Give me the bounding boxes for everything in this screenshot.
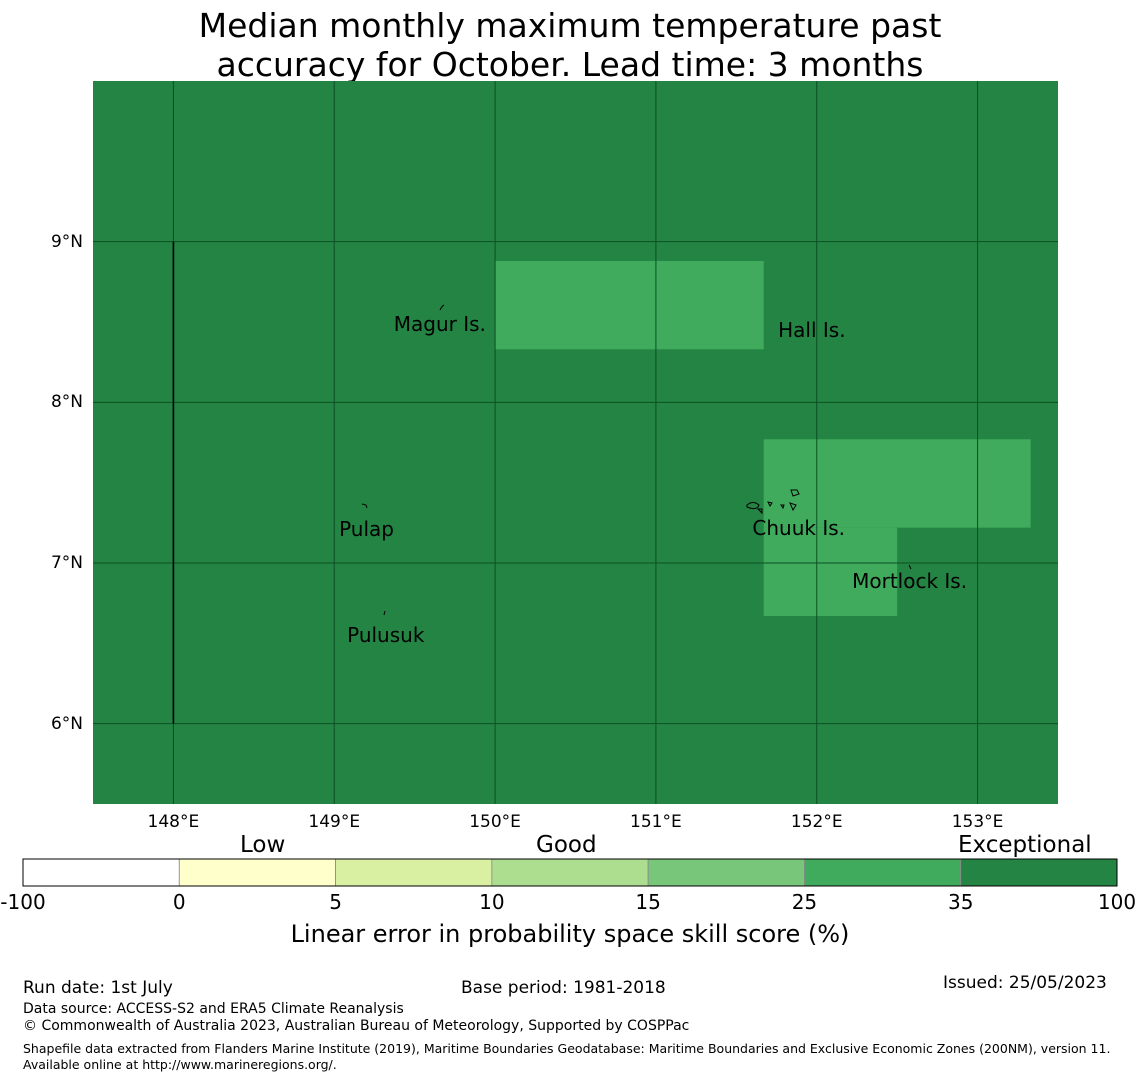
colorbar-segment (804, 858, 962, 887)
place-label: Chuuk Is. (752, 515, 846, 540)
colorbar-segment (491, 858, 649, 887)
legend-category-exceptional: Exceptional (958, 832, 1092, 858)
run-date: Run date: 1st July (23, 978, 173, 998)
lon-tick-label: 152°E (790, 812, 843, 832)
lon-tick-label: 149°E (308, 812, 361, 832)
colorbar-tick: 5 (329, 890, 342, 914)
colorbar-title: Linear error in probability space skill … (290, 920, 850, 948)
colorbar-segment (960, 858, 1118, 887)
lat-tick-label: 7°N (50, 553, 83, 573)
skill-patch-1 (495, 260, 764, 350)
lat-tick-label: 8°N (50, 392, 83, 413)
lat-tick-label: 9°N (50, 231, 83, 252)
colorbar-tick: 100 (1097, 890, 1137, 914)
place-label: Magur Is. (393, 311, 486, 336)
colorbar-tick: 25 (791, 890, 818, 914)
colorbar-segment (22, 858, 180, 887)
colorbar-tick: -100 (0, 890, 46, 914)
title-line-1: Median monthly maximum temperature past (198, 6, 942, 45)
lat-tick-label: 6°N (50, 713, 83, 734)
data-source: Data source: ACCESS-S2 and ERA5 Climate … (23, 1001, 404, 1017)
island-outline-mortlock (908, 564, 912, 570)
island-outline-magur (439, 304, 445, 311)
colorbar-tick: 0 (172, 890, 186, 914)
skill-patch-2 (763, 439, 1031, 528)
skill-patch-3 (763, 527, 898, 617)
island-outline-pulusuk (383, 610, 386, 616)
island-outline-pulap (361, 503, 368, 509)
island-outline-chuuk-6 (756, 508, 763, 515)
island-outline-chuuk-1 (746, 502, 760, 510)
lon-tick-label: 150°E (469, 812, 521, 832)
colorbar-segment (647, 858, 805, 887)
island-outlines (361, 304, 912, 616)
skill-patches (495, 260, 1031, 617)
lon-tick-label: 151°E (630, 812, 682, 832)
map-area: 9°N 8°N 7°N 6°N 148°E 149°E 150°E 151°E 152°E 15… (50, 81, 1058, 832)
colorbar-outline (22, 858, 1118, 887)
map-canvas (93, 81, 1058, 804)
colorbar (22, 858, 1118, 887)
issued-date: Issued: 25/05/2023 (943, 973, 1107, 993)
colorbar-tick: 10 (479, 890, 505, 914)
copyright: © Commonwealth of Australia 2023, Austra… (23, 1018, 690, 1034)
legend-category-good: Good (536, 832, 597, 858)
title-line-2: accuracy for October. Lead time: 3 month… (216, 45, 924, 84)
colorbar-segment (335, 858, 493, 887)
island-outline-chuuk-5 (789, 502, 797, 512)
place-label: Mortlock Is. (852, 568, 968, 593)
legend-category-low: Low (240, 832, 286, 858)
island-outline-chuuk-3 (767, 501, 773, 507)
island-outline-chuuk-4 (780, 504, 785, 510)
island-outline-chuuk-2 (790, 489, 800, 497)
lon-tick-label: 153°E (951, 812, 1004, 832)
chart-title: Median monthly maximum temperature past … (0, 6, 1140, 84)
colorbar-tick: 15 (635, 890, 661, 914)
colorbar-tick: 35 (947, 890, 974, 914)
place-label: Pulusuk (347, 623, 425, 648)
place-label: Hall Is. (778, 318, 846, 343)
lon-tick-label: 148°E (147, 812, 200, 832)
base-period: Base period: 1981-2018 (461, 978, 666, 998)
place-label: Pulap (339, 517, 394, 542)
shapefile-note: Shapefile data extracted from Flanders M… (23, 1041, 1111, 1072)
colorbar-segment (178, 858, 336, 887)
